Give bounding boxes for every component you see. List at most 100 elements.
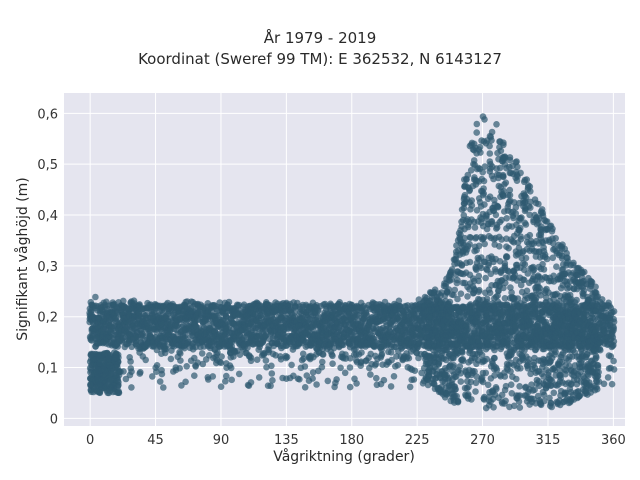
data-point xyxy=(484,381,492,389)
data-point xyxy=(500,139,507,146)
data-point xyxy=(496,243,503,250)
data-point xyxy=(464,293,471,300)
data-point xyxy=(523,176,530,183)
data-point xyxy=(592,283,599,291)
data-point xyxy=(507,381,515,389)
data-point xyxy=(475,242,483,250)
data-point xyxy=(503,215,511,222)
data-point xyxy=(139,331,146,338)
data-point xyxy=(462,249,470,256)
data-point xyxy=(581,268,588,276)
data-point xyxy=(471,224,479,231)
data-point xyxy=(457,290,465,298)
data-point xyxy=(259,339,267,346)
data-point xyxy=(517,365,524,372)
data-point xyxy=(454,398,462,406)
data-point xyxy=(486,289,494,297)
data-point xyxy=(526,231,534,239)
data-point xyxy=(465,223,472,231)
data-point xyxy=(527,204,534,211)
data-point xyxy=(466,258,474,266)
data-point xyxy=(550,389,558,397)
data-point xyxy=(480,177,488,185)
data-point xyxy=(493,121,500,128)
data-point xyxy=(92,293,99,301)
data-point xyxy=(198,350,206,357)
data-point xyxy=(493,385,500,393)
data-point xyxy=(395,297,403,305)
data-point xyxy=(119,335,127,342)
data-point xyxy=(540,244,547,251)
data-point xyxy=(236,351,244,359)
data-point xyxy=(477,149,484,156)
data-point xyxy=(543,255,551,263)
data-point xyxy=(499,171,507,179)
data-point xyxy=(552,235,559,242)
data-point xyxy=(526,183,534,190)
data-point xyxy=(502,179,510,186)
data-point xyxy=(452,386,460,393)
data-point xyxy=(491,196,498,204)
data-points xyxy=(86,113,618,412)
data-point xyxy=(473,129,481,136)
data-point xyxy=(516,383,523,390)
chart-subtitle: Koordinat (Sweref 99 TM): E 362532, N 61… xyxy=(138,50,502,68)
data-point xyxy=(481,116,488,123)
data-point xyxy=(492,211,500,219)
data-point xyxy=(493,225,500,232)
data-point xyxy=(488,128,496,136)
data-point xyxy=(225,298,233,306)
data-point xyxy=(490,404,497,411)
data-point xyxy=(513,375,520,383)
data-point xyxy=(457,378,465,385)
data-point xyxy=(486,142,493,150)
data-point xyxy=(394,361,402,369)
data-point xyxy=(459,355,467,363)
data-point xyxy=(503,253,511,261)
data-point xyxy=(472,388,479,395)
data-point xyxy=(536,284,543,292)
data-point xyxy=(486,150,494,157)
data-point xyxy=(506,156,514,164)
data-point xyxy=(451,286,459,294)
data-point xyxy=(468,396,475,403)
data-point xyxy=(529,263,537,271)
data-point xyxy=(515,398,523,405)
data-point xyxy=(481,201,488,208)
data-point xyxy=(535,200,542,208)
data-point xyxy=(454,276,461,284)
data-point xyxy=(549,225,556,233)
data-point xyxy=(120,297,127,305)
data-point xyxy=(494,203,502,210)
data-point xyxy=(592,355,599,363)
data-point xyxy=(483,295,491,303)
data-point xyxy=(514,163,521,171)
data-point xyxy=(540,266,548,273)
data-point xyxy=(548,403,555,411)
data-point xyxy=(222,313,230,320)
data-point xyxy=(522,254,530,262)
data-point xyxy=(501,260,509,267)
data-point xyxy=(517,233,524,240)
data-point xyxy=(255,346,262,354)
data-point xyxy=(501,373,509,380)
data-point xyxy=(467,167,475,174)
chart-title: År 1979 - 2019 xyxy=(263,29,377,47)
data-point xyxy=(466,240,473,248)
data-point xyxy=(480,185,487,192)
data-point xyxy=(482,274,489,282)
data-point xyxy=(482,369,490,377)
data-point xyxy=(517,169,524,177)
data-point xyxy=(505,244,512,252)
data-point xyxy=(468,202,476,209)
data-point xyxy=(490,354,498,362)
data-point xyxy=(513,177,521,184)
data-point xyxy=(573,296,580,304)
data-point xyxy=(523,287,531,295)
data-point xyxy=(516,404,524,411)
data-point xyxy=(456,363,464,370)
data-point xyxy=(522,221,530,228)
data-point xyxy=(473,120,481,128)
